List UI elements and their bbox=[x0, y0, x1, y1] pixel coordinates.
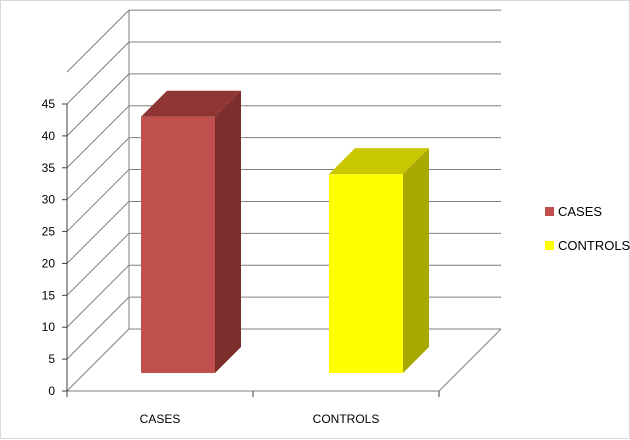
gridline-side bbox=[66, 201, 130, 264]
gridline-side bbox=[66, 296, 130, 360]
y-tick-label: 0 bbox=[48, 384, 55, 398]
legend-swatch-controls bbox=[545, 241, 554, 250]
bar-front-controls bbox=[329, 174, 403, 373]
y-tick-label: 10 bbox=[42, 320, 56, 334]
gridline-side bbox=[66, 41, 130, 105]
bar-top-controls bbox=[329, 148, 429, 175]
legend-label-cases: CASES bbox=[558, 204, 602, 219]
legend-swatch-cases bbox=[545, 207, 554, 216]
bar-top-cases bbox=[141, 90, 241, 117]
y-axis: 0 5 10 15 20 25 30 35 40 45 bbox=[42, 97, 68, 398]
bar-side-controls bbox=[403, 148, 429, 373]
x-tick-label-cases: CASES bbox=[140, 412, 181, 426]
x-axis: CASES CONTROLS bbox=[66, 391, 440, 426]
gridlines bbox=[66, 9, 501, 392]
y-tick-label: 45 bbox=[42, 97, 56, 111]
gridline-side bbox=[66, 73, 130, 137]
floor-right-edge bbox=[438, 328, 502, 392]
bar-controls bbox=[329, 148, 429, 373]
legend-label-controls: CONTROLS bbox=[558, 238, 630, 253]
bar-cases bbox=[141, 90, 241, 373]
y-tick-label: 20 bbox=[42, 256, 56, 270]
y-tick-label: 35 bbox=[42, 161, 56, 175]
x-tick-label-controls: CONTROLS bbox=[313, 412, 380, 426]
bars bbox=[141, 90, 429, 373]
gridline-side bbox=[66, 328, 130, 392]
gridline-side bbox=[66, 105, 130, 169]
gridline-side bbox=[66, 232, 130, 296]
gridline-side bbox=[66, 169, 130, 232]
legend-entry-cases: CASES bbox=[545, 204, 602, 219]
gridline-side bbox=[66, 137, 130, 201]
gridline-side bbox=[66, 9, 130, 73]
y-tick-label: 30 bbox=[42, 193, 56, 207]
gridline-side bbox=[66, 264, 130, 328]
y-tick-label: 25 bbox=[42, 225, 56, 239]
legend-entry-controls: CONTROLS bbox=[545, 238, 630, 253]
y-tick-label: 40 bbox=[42, 129, 56, 143]
y-tick-label: 5 bbox=[48, 352, 55, 366]
chart-walls bbox=[67, 10, 502, 392]
bar-front-cases bbox=[141, 116, 215, 373]
legend: CASES CONTROLS bbox=[545, 204, 630, 253]
y-tick-label: 15 bbox=[42, 288, 56, 302]
bar-side-cases bbox=[215, 90, 241, 373]
